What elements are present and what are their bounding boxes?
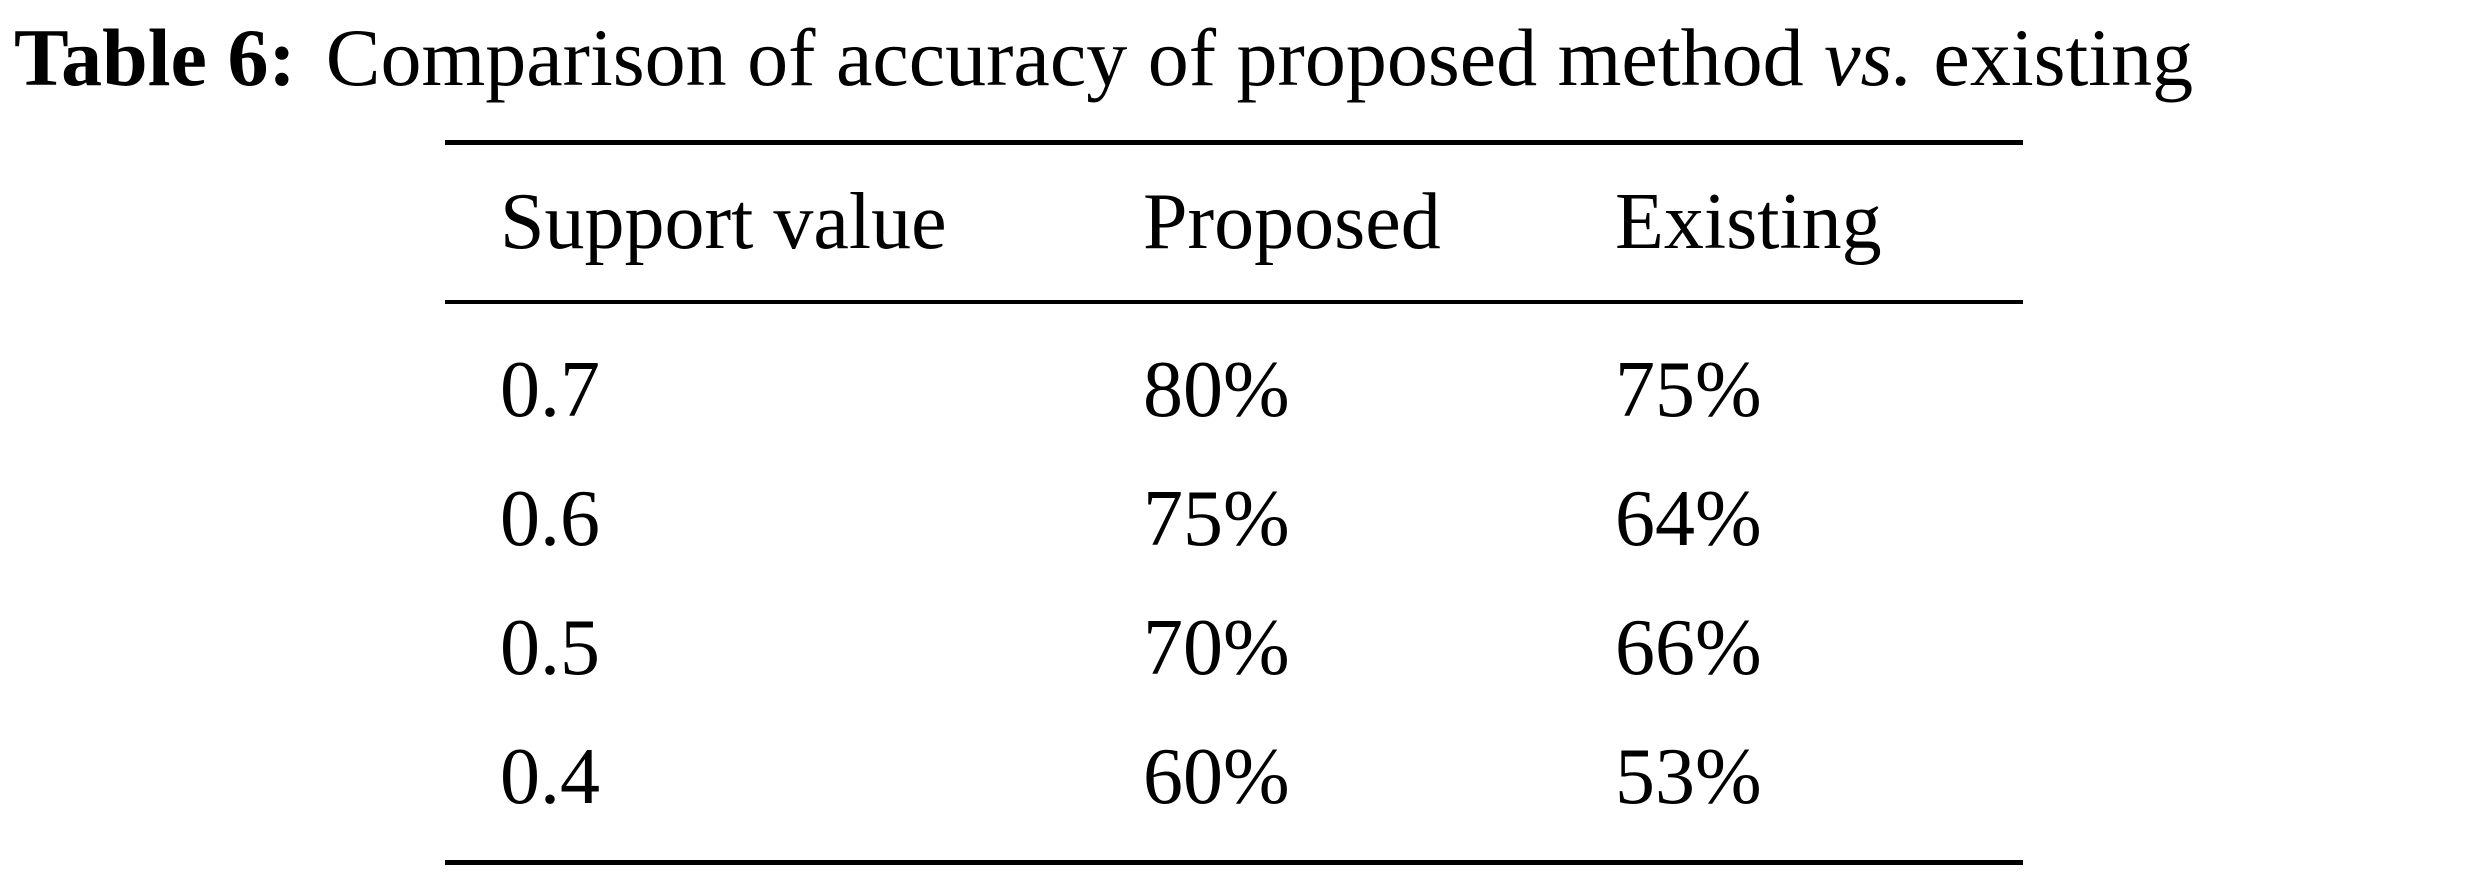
table-cell: 0.7 <box>500 346 600 434</box>
caption-label: Table 6: <box>14 12 296 103</box>
table-cell: 0.6 <box>500 475 600 563</box>
table-caption: Table 6: Comparison of accuracy of propos… <box>14 8 2193 108</box>
table-cell: 66% <box>1615 604 1762 692</box>
bottom-rule <box>445 860 2023 865</box>
table-cell: 80% <box>1143 346 1290 434</box>
table-cell: 75% <box>1615 346 1762 434</box>
table-cell: 0.5 <box>500 604 600 692</box>
top-rule <box>445 140 2023 145</box>
header-cell: Existing <box>1615 178 1882 266</box>
header-cell: Support value <box>500 178 947 266</box>
table-cell: 53% <box>1615 733 1762 821</box>
table-cell: 70% <box>1143 604 1290 692</box>
caption-text: existing <box>1933 12 2194 103</box>
caption-emphasis: vs. <box>1824 12 1913 103</box>
table-cell: 0.4 <box>500 733 600 821</box>
header-cell: Proposed <box>1143 178 1441 266</box>
header-rule <box>445 300 2023 304</box>
table-cell: 64% <box>1615 475 1762 563</box>
caption-text: Comparison of accuracy of proposed metho… <box>325 12 1804 103</box>
table-cell: 75% <box>1143 475 1290 563</box>
table-cell: 60% <box>1143 733 1290 821</box>
